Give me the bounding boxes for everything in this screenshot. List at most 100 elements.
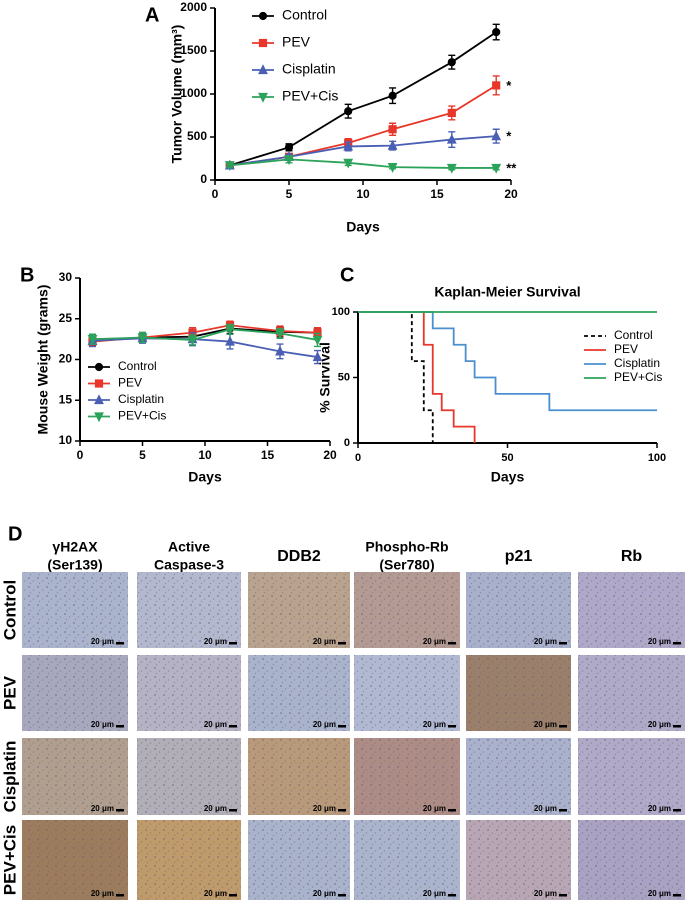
data-point: [275, 329, 285, 340]
legend-label: Control: [118, 359, 157, 373]
x-tick-label: 20: [323, 448, 337, 462]
scale-label: 20 μm: [423, 637, 446, 646]
micrograph-texture: [248, 738, 350, 815]
data-point: [446, 133, 457, 144]
scale-label: 20 μm: [648, 720, 671, 729]
column-header: (Ser139): [47, 557, 102, 573]
micrograph-texture: [354, 655, 460, 731]
scale-bar: [338, 642, 346, 645]
scale-bar: [229, 809, 237, 812]
legend-label: Cisplatin: [614, 356, 660, 370]
scale-label: 20 μm: [204, 889, 227, 898]
y-axis-label: % Survival: [317, 342, 333, 413]
x-tick-label: 50: [501, 452, 513, 464]
data-point: [343, 140, 354, 151]
scale-label: 20 μm: [91, 637, 114, 646]
column-header: Phospho-Rb: [365, 539, 448, 555]
x-tick-label: 0: [212, 187, 219, 201]
scale-label: 20 μm: [313, 637, 336, 646]
data-point: [312, 335, 323, 346]
y-tick-label: 1000: [180, 86, 207, 100]
data-point: [492, 81, 501, 90]
y-tick-label: 0: [200, 172, 207, 186]
micrograph-texture: [578, 572, 685, 648]
x-tick-label: 0: [355, 452, 361, 464]
x-tick-label: 20: [504, 187, 518, 201]
scale-label: 20 μm: [204, 637, 227, 646]
x-tick-label: 5: [139, 448, 146, 462]
y-axis-label: Tumor Volume (mm³): [169, 25, 185, 164]
survival-curve: [358, 311, 657, 412]
legend-label: PEV+Cis: [118, 409, 166, 423]
y-tick-label: 25: [59, 311, 73, 325]
x-tick-label: 15: [261, 448, 275, 462]
micrograph-texture: [248, 572, 350, 648]
micrograph-texture: [466, 738, 571, 815]
x-axis-label: Days: [188, 469, 222, 485]
micrograph-texture: [137, 820, 241, 900]
legend-label: PEV: [282, 34, 311, 50]
micrograph-texture: [137, 738, 241, 815]
y-tick-label: 50: [338, 371, 350, 383]
scale-bar: [673, 894, 681, 897]
micrograph-texture: [137, 572, 241, 648]
micrograph-texture: [578, 820, 685, 900]
micrograph-texture: [578, 655, 685, 731]
column-header: (Ser780): [379, 557, 434, 573]
data-point: [491, 130, 502, 141]
x-axis-label: Days: [491, 469, 525, 485]
x-tick-label: 0: [77, 448, 84, 462]
scale-bar: [673, 725, 681, 728]
chart-title: Kaplan-Meier Survival: [434, 284, 580, 300]
marker: [94, 379, 104, 388]
x-tick-label: 10: [198, 448, 212, 462]
scale-bar: [448, 642, 456, 645]
column-header: Active: [168, 539, 210, 555]
micrograph-texture: [578, 738, 685, 815]
legend-label: PEV: [614, 342, 638, 356]
scale-label: 20 μm: [648, 889, 671, 898]
scale-bar: [116, 725, 124, 728]
marker: [258, 92, 268, 103]
scale-label: 20 μm: [534, 889, 557, 898]
x-tick-label: 15: [430, 187, 444, 201]
scale-label: 20 μm: [534, 804, 557, 813]
scale-bar: [559, 809, 567, 812]
data-point: [344, 107, 353, 116]
data-point: [284, 155, 294, 166]
survival-curve: [358, 311, 476, 443]
column-header: Caspase-3: [154, 557, 224, 573]
column-header: DDB2: [277, 548, 321, 565]
x-tick-label: 5: [286, 187, 293, 201]
scale-bar: [448, 809, 456, 812]
marker: [258, 11, 268, 21]
scale-label: 20 μm: [534, 720, 557, 729]
marker: [94, 412, 104, 423]
series-line: [92, 337, 318, 358]
scale-label: 20 μm: [423, 804, 446, 813]
row-label: PEV+Cis: [0, 825, 19, 895]
column-header: p21: [505, 548, 533, 565]
scale-label: 20 μm: [313, 804, 336, 813]
data-point: [388, 91, 397, 100]
row-label: PEV: [0, 675, 19, 710]
scale-bar: [448, 725, 456, 728]
legend-label: Cisplatin: [118, 392, 164, 406]
data-point: [447, 58, 456, 67]
scale-label: 20 μm: [534, 637, 557, 646]
data-point: [137, 333, 148, 344]
annotation: **: [506, 160, 517, 175]
legend-label: Control: [282, 7, 327, 23]
panel-label: D: [8, 523, 22, 545]
marker: [94, 362, 104, 372]
data-point: [275, 345, 285, 356]
legend-label: PEV: [118, 376, 142, 390]
y-tick-label: 1500: [180, 43, 207, 57]
micrograph-texture: [22, 655, 128, 731]
row-label: Cisplatin: [0, 741, 19, 813]
series-line: [92, 328, 318, 341]
scale-bar: [338, 894, 346, 897]
micrograph-texture: [354, 820, 460, 900]
scale-label: 20 μm: [204, 720, 227, 729]
scale-bar: [116, 642, 124, 645]
